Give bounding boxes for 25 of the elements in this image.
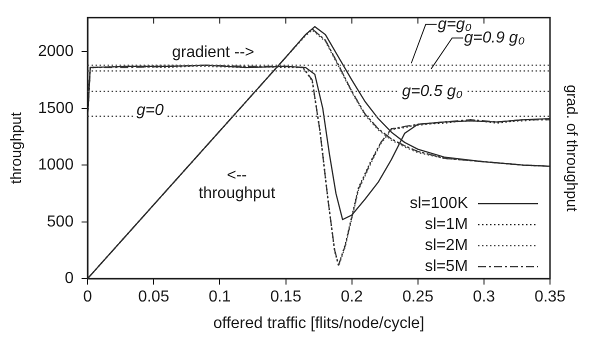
legend-label: sl=100K bbox=[410, 195, 468, 212]
y2-axis-title: grad. of throughput bbox=[562, 84, 580, 212]
x-tick-label: 0.25 bbox=[402, 288, 434, 306]
legend-label: sl=5M bbox=[424, 258, 468, 276]
x-tick-label: 0.2 bbox=[340, 288, 364, 306]
y-tick-label: 2000 bbox=[38, 43, 74, 60]
legend-label: sl=2M bbox=[424, 237, 468, 254]
x-tick-label: 0.05 bbox=[138, 288, 170, 306]
y-axis-title: throughput bbox=[8, 111, 26, 184]
x-tick-label: 0.3 bbox=[472, 288, 496, 306]
annotation: gradient --> bbox=[172, 44, 254, 62]
y-tick-label: 1000 bbox=[38, 156, 74, 174]
x-tick-label: 0.35 bbox=[534, 288, 566, 306]
y-tick-label: 1500 bbox=[38, 100, 74, 117]
annotation: <-- throughput bbox=[198, 166, 276, 202]
legend-label: sl=1M bbox=[424, 216, 468, 234]
x-axis-title: offered traffic [flits/node/cycle] bbox=[213, 314, 424, 332]
x-tick-label: 0.1 bbox=[208, 288, 231, 306]
x-tick-label: 0 bbox=[83, 288, 92, 306]
annotation: g=0.5 g₀ bbox=[402, 82, 463, 100]
x-tick-label: 0.15 bbox=[270, 288, 302, 306]
annotation: g=0 bbox=[136, 102, 164, 120]
annotation: g=g₀ bbox=[438, 16, 472, 33]
y-tick-label: 500 bbox=[46, 213, 74, 230]
y-tick-label: 0 bbox=[64, 270, 74, 288]
